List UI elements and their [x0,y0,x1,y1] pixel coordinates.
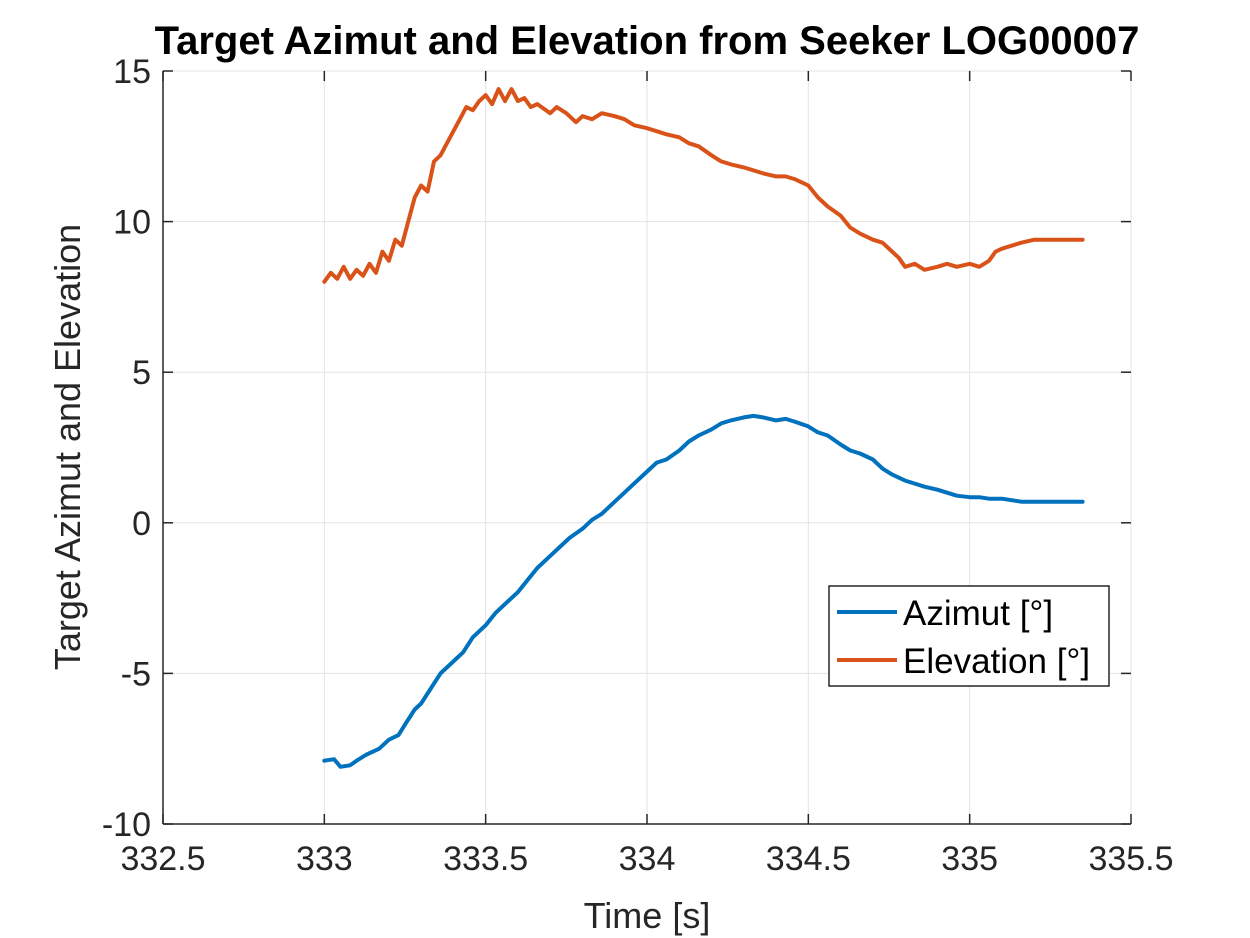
y-tick-label: -10 [102,806,151,844]
legend: Azimut [°] Elevation [°] [828,585,1110,687]
y-tick-label: 15 [113,53,151,91]
y-tick-label: 0 [132,505,151,543]
y-axis-label: Target Azimut and Elevation [47,224,88,670]
chart-title: Target Azimut and Elevation from Seeker … [155,19,1140,63]
y-tick-label: 10 [113,204,151,242]
legend-label-azimut: Azimut [°] [903,594,1053,633]
series-line-azimut [322,413,1085,769]
x-tick-label: 334 [619,840,676,878]
x-tick-label: 334.5 [766,840,851,878]
x-tick-label: 333 [296,840,353,878]
legend-label-elevation: Elevation [°] [903,642,1090,681]
series-line-elevation [322,87,1085,284]
legend-box [828,585,1110,687]
x-axis-label: Time [s] [584,895,711,936]
x-tick-label: 333.5 [443,840,528,878]
y-tick-label: 5 [132,354,151,392]
series-layer [322,87,1085,769]
y-tick-label: -5 [121,655,151,693]
x-tick-label: 335.5 [1088,840,1173,878]
x-tick-label: 335 [941,840,998,878]
ticks: 332.5 333 333.5 334 334.5 335 335.5 -10 -5 0 5 10 15 [102,53,1174,878]
x-tick-label: 332.5 [120,840,205,878]
